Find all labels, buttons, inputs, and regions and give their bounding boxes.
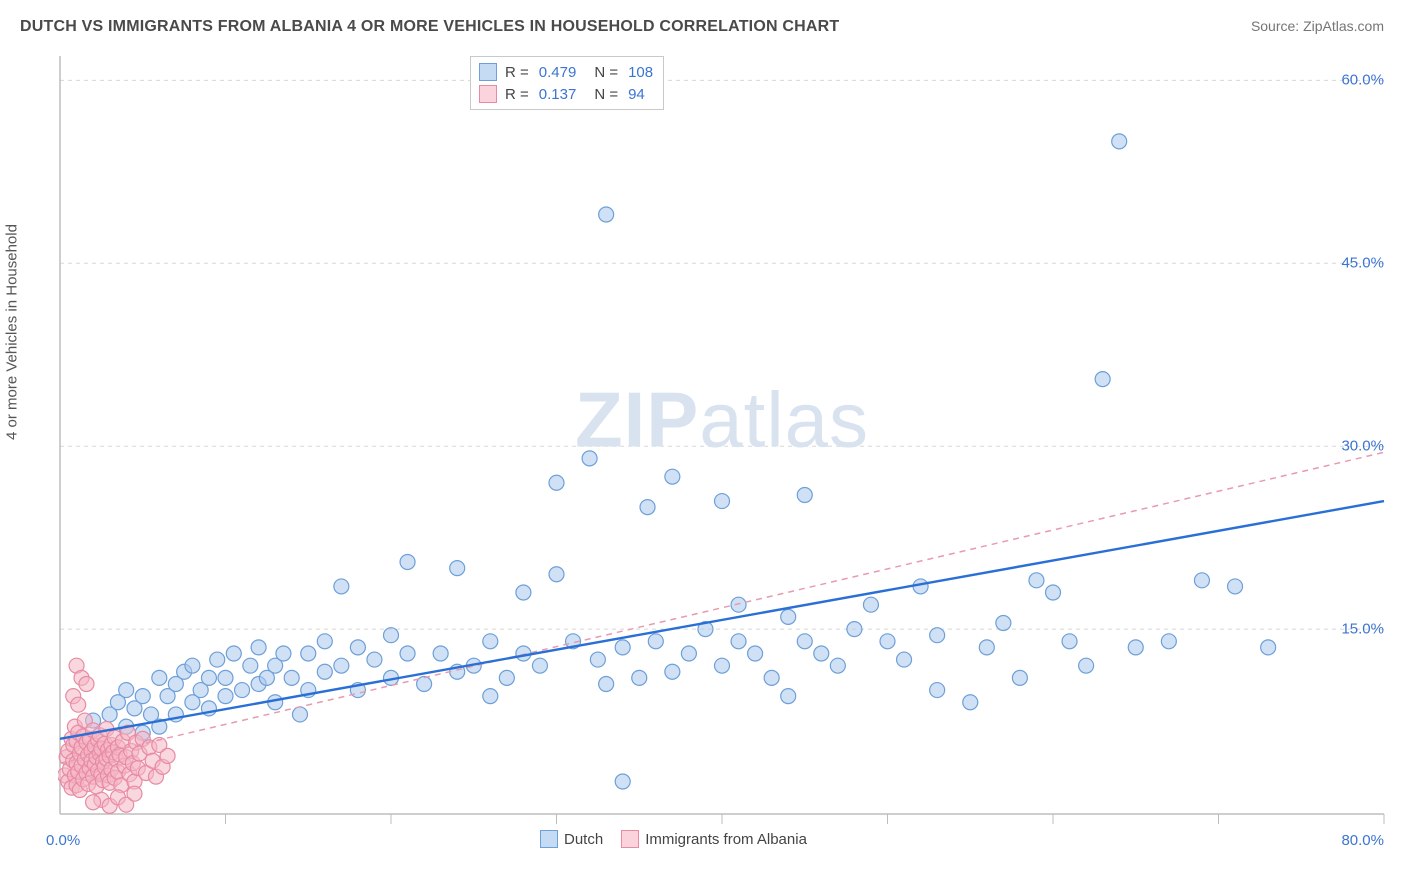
legend-swatch <box>479 85 497 103</box>
chart-canvas <box>58 52 1386 852</box>
chart-title: DUTCH VS IMMIGRANTS FROM ALBANIA 4 OR MO… <box>20 18 839 36</box>
y-tick-label: 15.0% <box>1341 621 1384 638</box>
legend-n-value: 108 <box>628 64 653 81</box>
y-tick-label: 60.0% <box>1341 72 1384 89</box>
legend-n-value: 94 <box>628 86 645 103</box>
legend-r-label: R = <box>505 64 529 81</box>
y-tick-label: 45.0% <box>1341 255 1384 272</box>
legend-swatch <box>621 830 639 848</box>
legend-swatch <box>540 830 558 848</box>
legend-r-label: R = <box>505 86 529 103</box>
legend-r-value: 0.137 <box>539 86 577 103</box>
legend-series-item: Dutch <box>540 830 603 848</box>
legend-stats-row: R = 0.137 N = 94 <box>479 83 653 105</box>
y-tick-label: 30.0% <box>1341 438 1384 455</box>
legend-r-value: 0.479 <box>539 64 577 81</box>
legend-swatch <box>479 63 497 81</box>
legend-n-label: N = <box>594 64 618 81</box>
scatter-plot: ZIPatlas <box>58 52 1386 852</box>
x-max-label: 80.0% <box>1341 832 1384 849</box>
legend-stats-row: R = 0.479 N = 108 <box>479 61 653 83</box>
legend-series: Dutch Immigrants from Albania <box>540 830 807 848</box>
y-axis-label: 4 or more Vehicles in Household <box>4 224 21 440</box>
x-origin-label: 0.0% <box>46 832 80 849</box>
legend-series-label: Dutch <box>564 831 603 848</box>
legend-series-item: Immigrants from Albania <box>621 830 807 848</box>
source-attribution: Source: ZipAtlas.com <box>1251 18 1384 34</box>
legend-series-label: Immigrants from Albania <box>645 831 807 848</box>
legend-stats: R = 0.479 N = 108 R = 0.137 N = 94 <box>470 56 664 110</box>
legend-n-label: N = <box>594 86 618 103</box>
